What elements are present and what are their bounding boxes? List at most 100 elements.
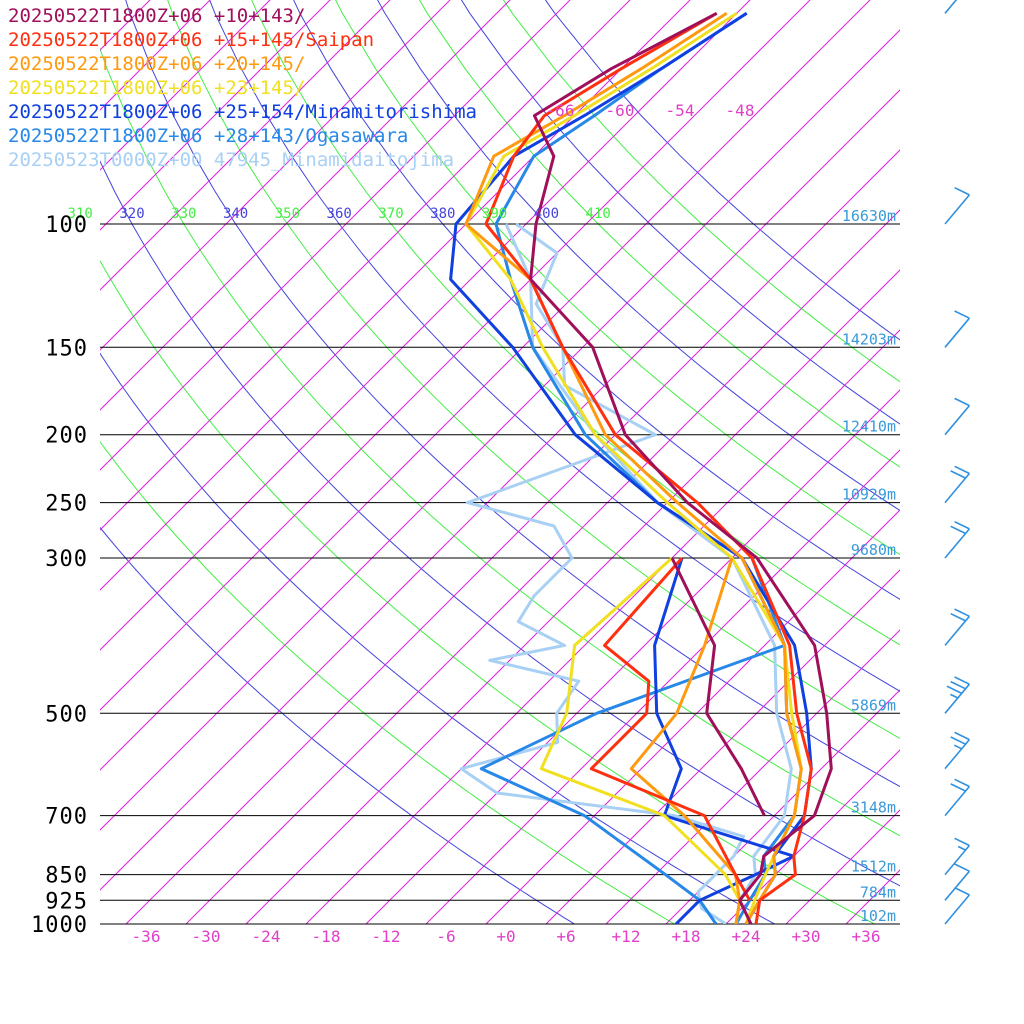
wind-barb-flag [950, 470, 966, 479]
isotherm-line [605, 629, 900, 924]
temperature-tick-label: -36 [132, 927, 161, 946]
series-dew-line [479, 557, 787, 924]
height-label: 3148m [851, 799, 896, 817]
legend-entry: 20250522T1800Z+06 +23+145/ [8, 77, 305, 99]
theta-label: 320 [119, 206, 144, 222]
series-temp-line [464, 12, 803, 924]
isotherm-line [305, 329, 900, 924]
wind-barb [944, 608, 971, 646]
isotherm-line [665, 689, 900, 924]
pressure-label: 850 [45, 864, 88, 889]
pressure-label: 100 [45, 213, 88, 238]
theta-label: 390 [482, 206, 507, 222]
series-temp-line [494, 12, 803, 924]
wind-barb [944, 886, 971, 925]
isotherm-label: -54 [666, 101, 695, 120]
wind-barb-flag [950, 736, 966, 745]
temperature-tick-label: -30 [192, 927, 221, 946]
isotherm-label: -66 [546, 101, 575, 120]
wind-barb-flag [954, 863, 970, 872]
isotherm-line [100, 0, 271, 171]
wind-barb-flag [954, 608, 970, 618]
series-temp-line [529, 11, 833, 924]
height-label: 784m [860, 883, 896, 901]
wind-barb-staff [944, 0, 958, 14]
pressure-label: 250 [45, 492, 88, 517]
series-temp-line [464, 12, 803, 924]
height-label: 9680m [851, 541, 896, 559]
wind-barb-half-flag [950, 693, 959, 699]
wind-barb [944, 520, 971, 559]
theta-label: 330 [171, 206, 196, 222]
series-dew-line [539, 556, 742, 924]
wind-barb [944, 465, 971, 504]
wind-barb [944, 731, 971, 770]
temperature-tick-label: +24 [732, 927, 761, 946]
pressure-label: 150 [45, 336, 88, 361]
wind-barb [944, 0, 958, 14]
wind-barb-flag [954, 397, 970, 407]
wind-barb-half-flag [957, 845, 966, 851]
wind-barb-staff [944, 785, 971, 817]
wind-barb-flag [954, 778, 970, 788]
theta-line [100, 259, 876, 924]
theta-line [418, 0, 900, 468]
isotherm-label: -60 [606, 101, 635, 120]
theta-label: 340 [223, 206, 248, 222]
height-label: 14203m [842, 330, 896, 348]
isotherm-line [365, 389, 900, 924]
theta-line [460, 0, 900, 425]
series-temp-line [484, 12, 813, 924]
wind-barb-flag [950, 680, 966, 690]
wind-barb-half-flag [953, 744, 963, 750]
theta-line [544, 0, 900, 341]
sounding-series [449, 11, 833, 924]
wind-barb [944, 676, 971, 714]
theta-line [100, 47, 900, 837]
theta-line [377, 0, 900, 512]
wind-barb-flag [946, 685, 963, 695]
isotherm-line [725, 749, 900, 924]
wind-barb-flag [954, 837, 970, 847]
potential-temperature-lines [100, 0, 900, 924]
wind-barb-staff [944, 894, 971, 925]
wind-barb [944, 310, 971, 348]
series-dew-line [459, 222, 745, 924]
height-label: 1512m [851, 858, 896, 876]
legend-entry: 20250522T1800Z+06 +25+154/Minamitorishim… [8, 101, 477, 123]
legend-entry: 20250522T1800Z+06 +10+143/ [8, 5, 305, 27]
theta-label: 370 [378, 206, 403, 222]
isotherm-label: -48 [726, 101, 755, 120]
wind-barb-staff [944, 739, 971, 770]
theta-label: 400 [534, 206, 559, 222]
wind-barb-flag [950, 525, 966, 535]
temperature-tick-label: +18 [672, 927, 701, 946]
wind-barb-staff [944, 472, 971, 504]
theta-label: 310 [68, 206, 93, 222]
isotherm-line [100, 0, 331, 231]
theta-line [335, 0, 900, 556]
theta-line [167, 0, 900, 740]
isotherm-line [785, 809, 900, 924]
pressure-label: 1000 [31, 913, 88, 938]
temperature-tick-label: +12 [612, 927, 641, 946]
wind-barb-flag [954, 731, 970, 741]
legend-entry: 20250522T1800Z+06 +20+145/ [8, 53, 305, 75]
pressure-label: 700 [45, 805, 88, 830]
theta-line [100, 160, 900, 887]
isotherm-line [845, 869, 900, 924]
wind-barb-staff [944, 194, 971, 225]
height-label: 16630m [842, 207, 896, 225]
temperature-tick-label: -24 [252, 927, 281, 946]
pressure-label: 200 [45, 424, 88, 449]
legend-entry: 20250522T1800Z+06 +28+143/Ogasawara [8, 125, 408, 147]
height-label: 5869m [851, 696, 896, 714]
temperature-tick-label: +30 [792, 927, 821, 946]
wind-barb-staff [944, 405, 971, 436]
isotherm-line [425, 449, 900, 924]
isotherm-line [485, 509, 900, 924]
wind-barb [944, 778, 971, 817]
theta-line [293, 0, 900, 600]
series-dew-line [629, 557, 742, 924]
